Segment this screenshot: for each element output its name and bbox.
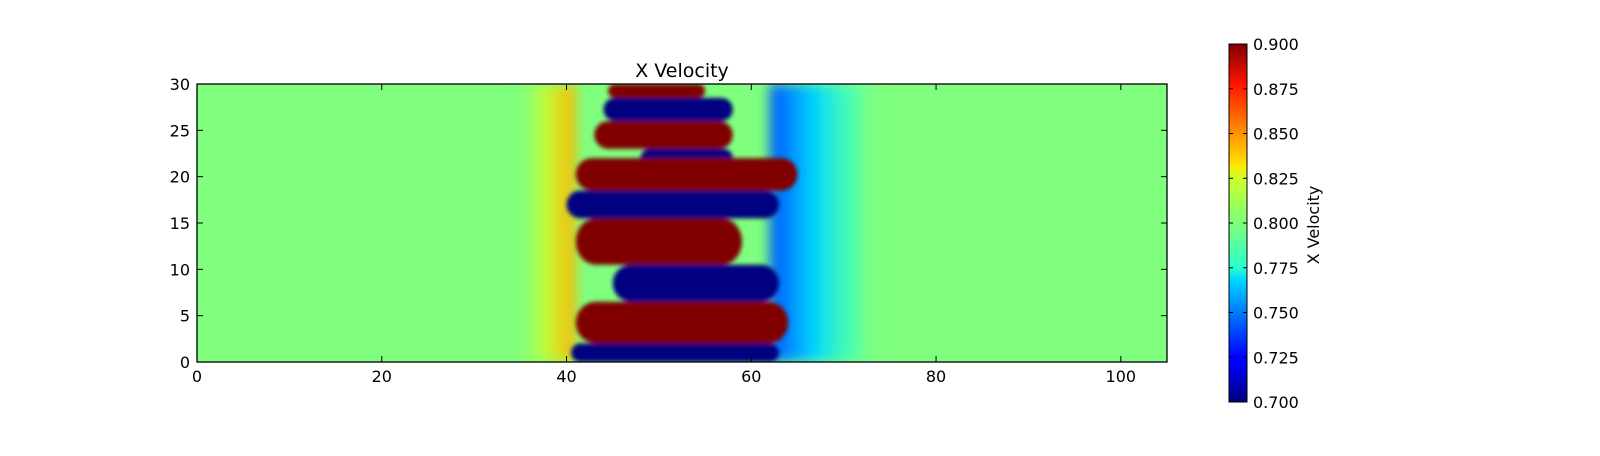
x-tick-label: 60 <box>741 367 761 386</box>
field-regions <box>566 84 798 362</box>
low-velocity-region <box>612 264 779 302</box>
y-tick-label: 30 <box>170 75 190 94</box>
colorbar-tick-label: 0.875 <box>1253 80 1299 99</box>
x-tick-label: 80 <box>926 367 946 386</box>
high-velocity-region <box>575 301 789 344</box>
colorbar-tick-label: 0.700 <box>1253 393 1299 412</box>
colorbar-tick-label: 0.900 <box>1253 35 1299 54</box>
low-velocity-region <box>571 343 779 362</box>
y-axis: 0 5 10 15 20 25 30 <box>170 75 1167 372</box>
y-tick-label: 5 <box>180 307 190 326</box>
x-tick-label: 20 <box>372 367 392 386</box>
colorbar-tick-label: 0.850 <box>1253 125 1299 144</box>
colorbar-tick-label: 0.725 <box>1253 348 1299 367</box>
transition-band-left <box>511 84 576 362</box>
x-tick-label: 100 <box>1106 367 1137 386</box>
colorbar-tick-label: 0.825 <box>1253 169 1299 188</box>
colorbar: 0.700 0.725 0.750 0.775 0.800 0.825 0.850 0.875… <box>1228 35 1323 412</box>
x-tick-label: 40 <box>556 367 576 386</box>
low-velocity-region <box>603 97 733 122</box>
chart-title: X Velocity <box>635 60 729 82</box>
high-velocity-region <box>575 218 743 265</box>
low-velocity-region <box>566 190 779 219</box>
high-velocity-region <box>608 84 706 98</box>
colorbar-tick-label: 0.750 <box>1253 304 1299 323</box>
y-tick-label: 10 <box>170 260 190 279</box>
high-velocity-region <box>594 121 733 149</box>
colorbar-tick-label: 0.775 <box>1253 259 1299 278</box>
x-axis: 0 20 40 60 80 100 <box>192 84 1136 386</box>
y-tick-label: 20 <box>170 168 190 187</box>
y-tick-label: 25 <box>170 121 190 140</box>
y-tick-label: 15 <box>170 214 190 233</box>
x-tick-label: 0 <box>192 367 202 386</box>
colorbar-tick-label: 0.800 <box>1253 214 1299 233</box>
heatmap-plot <box>197 84 1167 362</box>
colorbar-ticks: 0.700 0.725 0.750 0.775 0.800 0.825 0.850 0.875… <box>1229 35 1299 412</box>
high-velocity-region <box>575 158 798 191</box>
colorbar-label: X Velocity <box>1304 186 1323 265</box>
y-tick-label: 0 <box>180 353 190 372</box>
transition-band-right <box>769 84 881 362</box>
